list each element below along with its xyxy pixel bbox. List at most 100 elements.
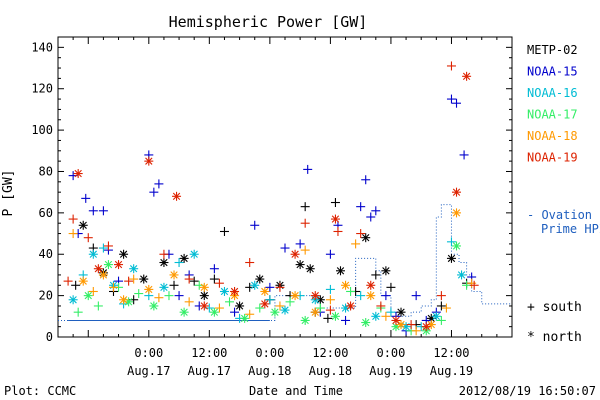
star-stroke bbox=[452, 209, 461, 217]
star-stroke bbox=[172, 192, 181, 200]
north-point bbox=[310, 291, 320, 301]
north-point bbox=[93, 264, 103, 274]
south-point bbox=[63, 276, 73, 286]
south-point bbox=[446, 61, 456, 71]
north-point bbox=[396, 320, 406, 330]
north-point bbox=[260, 286, 270, 296]
north-point bbox=[341, 280, 351, 290]
star-stroke bbox=[291, 291, 299, 300]
north-point bbox=[172, 191, 182, 201]
north-point bbox=[396, 307, 406, 317]
south-point bbox=[214, 278, 224, 288]
north-point bbox=[219, 286, 229, 296]
south-point bbox=[300, 245, 310, 255]
north-point bbox=[462, 71, 472, 81]
star-stroke bbox=[74, 169, 82, 178]
x-tick-time-label: 0:00 bbox=[376, 346, 405, 360]
south-point bbox=[441, 303, 451, 313]
south-point bbox=[351, 239, 361, 249]
south-point bbox=[356, 202, 366, 212]
south-point bbox=[325, 305, 335, 315]
south-point bbox=[381, 291, 391, 301]
legend: METP-02 NOAA-15 NOAA-16 NOAA-17 NOAA-18 NOAA-… bbox=[527, 43, 600, 345]
north-point bbox=[366, 291, 376, 301]
x-tick-date-label: Aug.18 bbox=[309, 364, 352, 378]
north-point bbox=[290, 249, 300, 259]
south-point bbox=[436, 301, 446, 311]
south-point bbox=[333, 226, 343, 236]
star-stroke bbox=[69, 296, 77, 304]
north-point bbox=[88, 249, 98, 259]
south-point bbox=[174, 291, 184, 301]
north-point bbox=[139, 274, 149, 284]
star-stroke bbox=[311, 308, 319, 316]
north-point bbox=[452, 208, 462, 218]
north-point bbox=[452, 187, 462, 197]
north-point bbox=[240, 313, 250, 323]
legend-entry: NOAA-16 bbox=[527, 86, 578, 100]
north-point bbox=[103, 260, 113, 270]
south-point bbox=[436, 291, 446, 301]
north-point bbox=[119, 249, 129, 259]
south-point bbox=[209, 274, 219, 284]
south-point bbox=[134, 289, 144, 299]
south-point bbox=[255, 303, 265, 313]
legend-entry: NOAA-15 bbox=[527, 65, 578, 79]
star-stroke bbox=[281, 306, 289, 314]
south-point bbox=[164, 291, 174, 301]
south-point bbox=[300, 202, 310, 212]
plot-frame bbox=[57, 36, 513, 338]
north-point bbox=[159, 282, 169, 292]
star-stroke bbox=[362, 234, 370, 242]
south-point bbox=[411, 326, 421, 336]
south-point bbox=[83, 233, 93, 243]
south-point bbox=[159, 249, 169, 259]
south-point bbox=[230, 307, 240, 317]
north-point bbox=[295, 260, 305, 270]
star-stroke bbox=[367, 291, 375, 300]
south-point bbox=[469, 280, 479, 290]
star-stroke bbox=[150, 302, 158, 310]
south-point bbox=[209, 264, 219, 274]
star-stroke bbox=[190, 250, 198, 258]
star-stroke bbox=[129, 265, 138, 273]
star-stroke bbox=[362, 318, 370, 327]
star-stroke bbox=[301, 316, 309, 325]
star-stroke bbox=[210, 308, 219, 316]
south-point bbox=[71, 280, 81, 290]
south-point bbox=[174, 258, 184, 268]
north-point bbox=[78, 220, 88, 230]
north-point bbox=[144, 284, 154, 294]
north-point bbox=[346, 301, 356, 311]
north-point bbox=[189, 249, 199, 259]
star-stroke bbox=[180, 308, 188, 316]
south-point bbox=[285, 297, 295, 307]
south-point bbox=[280, 243, 290, 253]
star-stroke bbox=[291, 250, 299, 258]
south-point bbox=[300, 218, 310, 228]
south-point bbox=[366, 212, 376, 222]
legend-entry: METP-02 bbox=[527, 43, 578, 57]
north-point bbox=[457, 270, 467, 280]
south-point bbox=[225, 297, 235, 307]
x-tick-time-label: 12:00 bbox=[191, 346, 227, 360]
x-axis-label: Date and Time bbox=[249, 384, 343, 398]
data-points bbox=[63, 61, 479, 336]
star-stroke bbox=[79, 277, 87, 285]
south-point bbox=[330, 198, 340, 208]
south-point bbox=[189, 276, 199, 286]
star-stroke bbox=[84, 291, 92, 300]
south-point bbox=[184, 274, 194, 284]
north-point bbox=[330, 214, 340, 224]
x-tick-time-label: 12:00 bbox=[312, 346, 348, 360]
plot-credit: Plot: CCMC bbox=[4, 384, 76, 398]
star-stroke bbox=[220, 287, 229, 296]
north-point bbox=[114, 260, 124, 270]
star-stroke bbox=[452, 188, 461, 196]
north-point bbox=[335, 266, 345, 276]
star-stroke bbox=[180, 254, 188, 263]
south-point bbox=[68, 229, 78, 239]
north-point bbox=[305, 264, 315, 274]
star-stroke bbox=[432, 312, 441, 320]
south-point bbox=[88, 206, 98, 216]
